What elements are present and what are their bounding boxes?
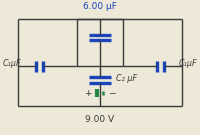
Text: C₂ μF: C₂ μF — [116, 74, 137, 83]
Text: C₁μF: C₁μF — [3, 59, 21, 68]
Text: C₁μF: C₁μF — [179, 59, 197, 68]
Text: +: + — [85, 89, 92, 98]
Text: 6.00 μF: 6.00 μF — [83, 2, 117, 11]
Text: −: − — [108, 89, 115, 98]
Text: 9.00 V: 9.00 V — [85, 115, 115, 124]
